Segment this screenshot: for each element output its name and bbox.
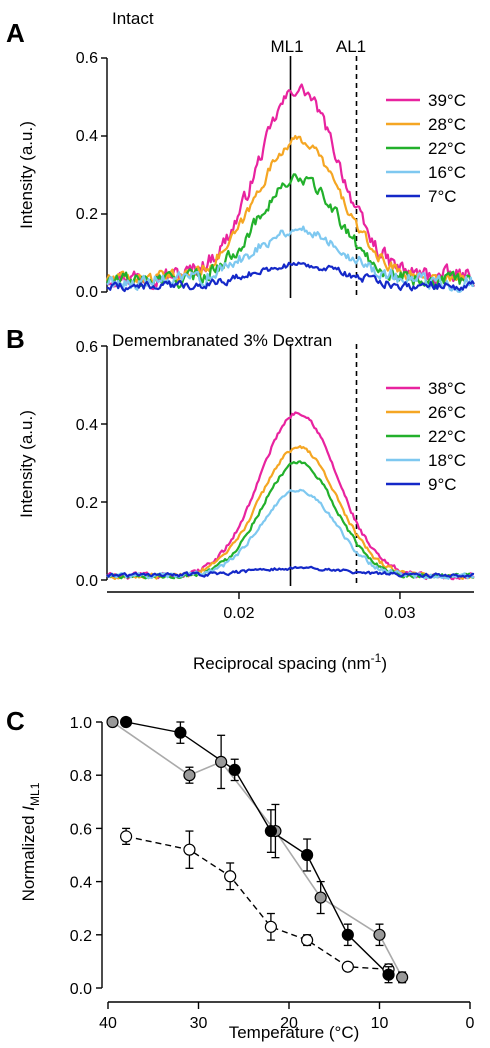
legend-label: 18°C (428, 451, 466, 470)
data-point (119, 830, 133, 843)
panel-0-plot: 39°C 28°C 22°C 16°C 7°C (101, 56, 476, 298)
panel-c-letter: C (6, 706, 25, 736)
panel-a-title: Intact (112, 9, 154, 28)
panel-a-ylabel: Intensity (a.u.) (17, 121, 36, 229)
panel-b-ytick-label: 0.0 (76, 573, 98, 590)
legend-label: 26°C (428, 403, 466, 422)
x-tick-label: 0.02 (223, 605, 254, 622)
panel-a: A Intact Intensity (a.u.) ML1 AL1 0.6 0.… (6, 9, 366, 301)
panel-b: B Demembranated 3% Dextran Intensity (a.… (6, 324, 387, 673)
panel-a-ytick-label: 0.0 (76, 284, 98, 301)
data-point (183, 843, 196, 856)
series-line-5 (106, 261, 475, 293)
y-tick-label: 0.2 (70, 928, 92, 945)
panel-a-ytick-label: 0.2 (76, 206, 98, 223)
data-point (373, 928, 386, 941)
y-tick-label: 1.0 (70, 715, 92, 732)
data-point (396, 971, 409, 984)
series-line-3 (105, 173, 475, 290)
series-line-5 (106, 565, 475, 579)
legend-label: 28°C (428, 115, 466, 134)
data-point (228, 763, 241, 776)
data-point (264, 824, 277, 838)
series-line-4 (106, 488, 475, 580)
legend-label: 7°C (428, 187, 457, 206)
panel-c-ylabel-symbol: I (19, 806, 38, 811)
data-point (119, 715, 133, 729)
data-point (301, 934, 314, 947)
series-line-4 (106, 225, 475, 293)
x-tick-label: 30 (190, 1015, 208, 1032)
y-tick-label: 0.6 (70, 821, 92, 838)
y-tick-label: 0.4 (70, 875, 92, 892)
x-tick-label: 10 (371, 1015, 389, 1032)
panel-a-ytick-label: 0.4 (76, 128, 98, 145)
panel-c-ylabel-subscript: ML1 (28, 782, 42, 806)
legend-label: 22°C (428, 139, 466, 158)
x-tick-label: 20 (280, 1015, 298, 1032)
data-point (106, 715, 119, 729)
x-tick-label: 40 (99, 1015, 117, 1032)
panel-a-ytick-label: 0.6 (76, 50, 98, 67)
legend-label: 38°C (428, 379, 466, 398)
x-tick-label: 0.03 (384, 605, 415, 622)
chart-marks: 39°C 28°C 22°C 16°C 7°C 0.02 0.03 38°C 26°C 22°C 1… (70, 56, 476, 1032)
panel-c-xlabel: Temperature (°C) (229, 1023, 360, 1042)
legend-label: 39°C (428, 91, 466, 110)
data-point (174, 726, 187, 739)
data-point (264, 920, 277, 933)
legend-label: 16°C (428, 163, 466, 182)
panel-a-letter: A (6, 18, 25, 48)
x-tick-label: 0 (466, 1015, 475, 1032)
panel-a-ref-al1-label: AL1 (336, 37, 366, 56)
panel-c-ylabel-prefix: Normalized (19, 811, 38, 902)
data-point (183, 769, 196, 782)
series-line-3 (125, 835, 389, 971)
panel-b-ytick-label: 0.6 (76, 339, 98, 356)
panel-b-ytick-label: 0.4 (76, 417, 98, 434)
data-point (341, 928, 354, 941)
panel-c: C Normalized IML1 Temperature (°C) (6, 706, 359, 1042)
panel-c-ylabel: Normalized IML1 (19, 782, 42, 901)
panel-c-plot: 0.0 0.2 0.4 0.6 0.8 1.0 40 30 20 10 0 (70, 715, 475, 1032)
panel-b-ylabel: Intensity (a.u.) (17, 410, 36, 518)
data-point (341, 960, 354, 973)
legend-label: 22°C (428, 427, 466, 446)
data-point (382, 968, 395, 981)
data-point (215, 755, 228, 769)
legend-label: 9°C (428, 475, 457, 494)
series-line-2 (112, 721, 403, 978)
data-point (224, 870, 237, 883)
panel-b-xlabel: Reciprocal spacing (nm-1) (193, 651, 387, 673)
panel-1-plot: 0.02 0.03 38°C 26°C 22°C 18°C 9°C (101, 344, 475, 622)
y-tick-label: 0.8 (70, 768, 92, 785)
series-line-2 (105, 134, 475, 286)
panel-b-letter: B (6, 324, 25, 354)
panel-a-ref-ml1-label: ML1 (270, 37, 303, 56)
y-tick-label: 0.0 (70, 981, 92, 998)
panel-b-title: Demembranated 3% Dextran (112, 331, 332, 350)
data-point (314, 891, 327, 904)
data-point (301, 848, 314, 862)
panel-b-ytick-label: 0.2 (76, 495, 98, 512)
